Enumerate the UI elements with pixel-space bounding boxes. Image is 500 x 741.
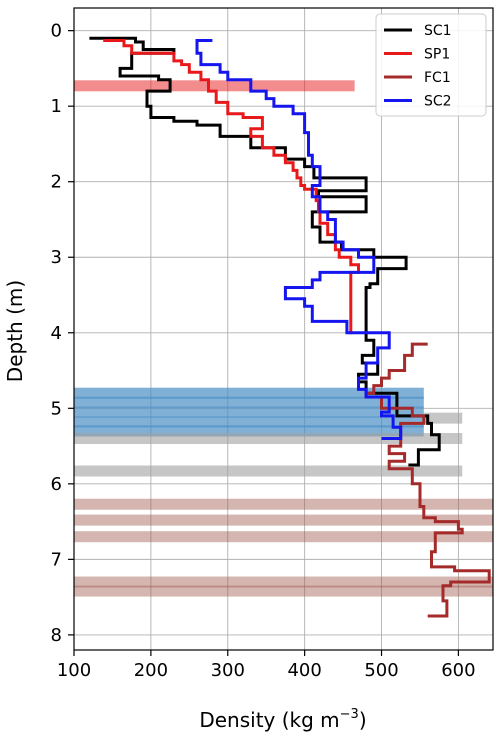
x-tick-label: 400 xyxy=(287,660,321,681)
plot-frame xyxy=(73,7,494,651)
y-tick-label: 0 xyxy=(51,21,62,42)
band-layer xyxy=(74,80,493,597)
layer-band xyxy=(423,433,463,445)
legend-label-sc2: SC2 xyxy=(424,94,452,110)
series-line-fc1 xyxy=(364,342,491,618)
layer-band xyxy=(74,396,424,408)
x-tick-label: 300 xyxy=(211,660,245,681)
layer-band xyxy=(74,406,424,418)
y-tick-label: 6 xyxy=(51,474,62,495)
series-line-sp1 xyxy=(103,39,360,335)
layer-band xyxy=(74,576,493,588)
x-tick-label: 100 xyxy=(57,660,91,681)
y-tick-label: 3 xyxy=(51,247,62,268)
layer-band xyxy=(74,80,355,92)
y-tick-label: 1 xyxy=(51,96,62,117)
x-axis-label: Density (kg m−3) xyxy=(199,707,366,732)
layer-band xyxy=(74,416,424,428)
y-axis-label: Depth (m) xyxy=(3,280,27,382)
x-tick-label: 500 xyxy=(364,660,398,681)
layer-band xyxy=(74,514,493,526)
y-tick-label: 2 xyxy=(51,172,62,193)
y-tick-label: 5 xyxy=(51,398,62,419)
y-tick-label: 7 xyxy=(51,549,62,570)
layer-band xyxy=(74,425,424,437)
series-line-sc1 xyxy=(89,36,441,467)
layer-band xyxy=(423,412,463,424)
x-tick-label: 200 xyxy=(134,660,168,681)
series-line-sc2 xyxy=(195,39,403,440)
layer-band xyxy=(74,531,493,543)
layer-band xyxy=(74,387,424,399)
y-tick-label: 4 xyxy=(51,323,62,344)
layer-band xyxy=(74,465,463,477)
series-layer xyxy=(89,36,491,618)
layer-band xyxy=(74,498,493,510)
legend-label-sp1: SP1 xyxy=(424,47,450,63)
y-tick-label: 8 xyxy=(51,625,62,646)
legend: SC1 SP1 FC1 SC2 xyxy=(375,13,487,117)
tick-layer: 100 200 300 400 500 600 0 1 2 3 4 5 6 7 8 xyxy=(51,21,476,681)
legend-label-sc1: SC1 xyxy=(424,23,452,39)
layer-band xyxy=(74,433,424,445)
layer-band xyxy=(74,585,493,597)
x-tick-label: 600 xyxy=(441,660,475,681)
legend-label-fc1: FC1 xyxy=(424,70,451,86)
legend-box xyxy=(375,13,487,117)
